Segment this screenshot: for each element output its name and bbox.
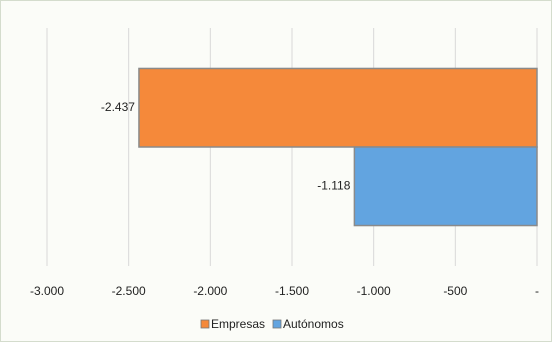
x-tick-label: -1.000	[357, 284, 391, 298]
bar	[353, 146, 538, 227]
x-tick-label: -2.000	[193, 284, 227, 298]
bar	[138, 67, 538, 148]
legend-swatch	[200, 319, 210, 329]
legend-swatch	[272, 319, 282, 329]
data-label: -1.118	[317, 178, 350, 192]
legend-label: Empresas	[211, 317, 265, 331]
data-label: -2.437	[101, 100, 135, 114]
x-tick-label: -2.500	[112, 284, 146, 298]
x-tick-label: -	[535, 284, 539, 298]
legend-label: Autónomos	[283, 317, 344, 331]
x-tick-label: -500	[443, 284, 467, 298]
x-tick-label: -1.500	[275, 284, 309, 298]
x-tick-label: -3.000	[30, 284, 64, 298]
